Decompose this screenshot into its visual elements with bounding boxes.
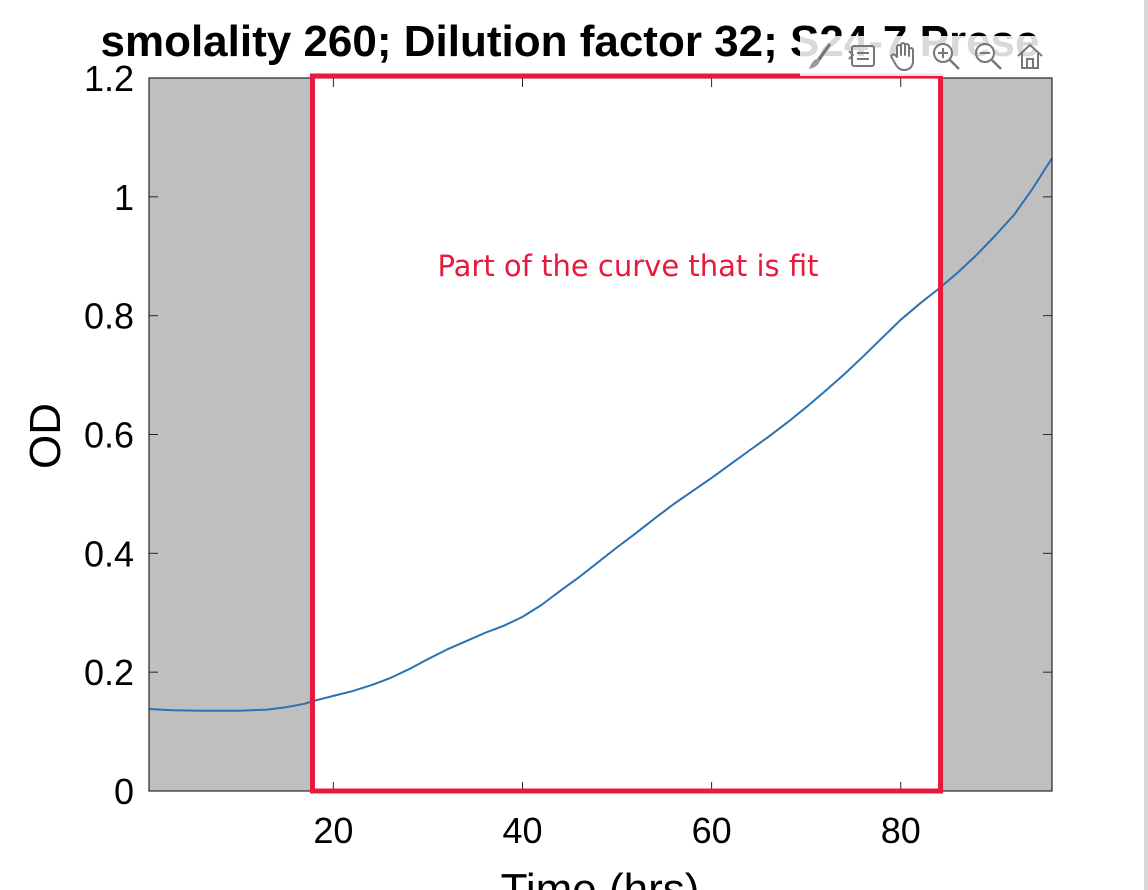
zoom-in-icon[interactable] bbox=[926, 36, 966, 76]
y-tick-label: 1 bbox=[114, 177, 134, 218]
home-icon[interactable] bbox=[1010, 36, 1050, 76]
y-tick-label: 0.8 bbox=[84, 296, 134, 337]
y-tick-label: 1.2 bbox=[84, 58, 134, 99]
fit-region bbox=[314, 78, 939, 791]
figure-toolbar bbox=[800, 36, 1050, 76]
y-tick-label: 0.2 bbox=[84, 652, 134, 693]
zoom-out-icon[interactable] bbox=[968, 36, 1008, 76]
window-edge bbox=[1144, 0, 1148, 890]
fit-highlight-box bbox=[309, 73, 944, 794]
data-tips-icon[interactable] bbox=[842, 36, 882, 76]
brush-icon[interactable] bbox=[800, 36, 840, 76]
y-axis-label: OD bbox=[21, 403, 70, 469]
y-tick-label: 0 bbox=[114, 771, 134, 812]
x-tick-label: 80 bbox=[881, 810, 921, 851]
y-tick-label: 0.6 bbox=[84, 415, 134, 456]
axes: 20 40 60 80 0 0.2 0.4 0.6 0.8 1 1.2 Time (hrs) OD bbox=[21, 58, 1053, 890]
series-line bbox=[148, 157, 1053, 712]
y-tick-label: 0.4 bbox=[84, 533, 134, 574]
pan-icon[interactable] bbox=[884, 36, 924, 76]
x-axis-label: Time (hrs) bbox=[501, 865, 700, 890]
x-tick-label: 40 bbox=[502, 810, 542, 851]
x-tick-label: 20 bbox=[313, 810, 353, 851]
fit-annotation: Part of the curve that is fit bbox=[437, 249, 818, 283]
x-tick-label: 60 bbox=[692, 810, 732, 851]
